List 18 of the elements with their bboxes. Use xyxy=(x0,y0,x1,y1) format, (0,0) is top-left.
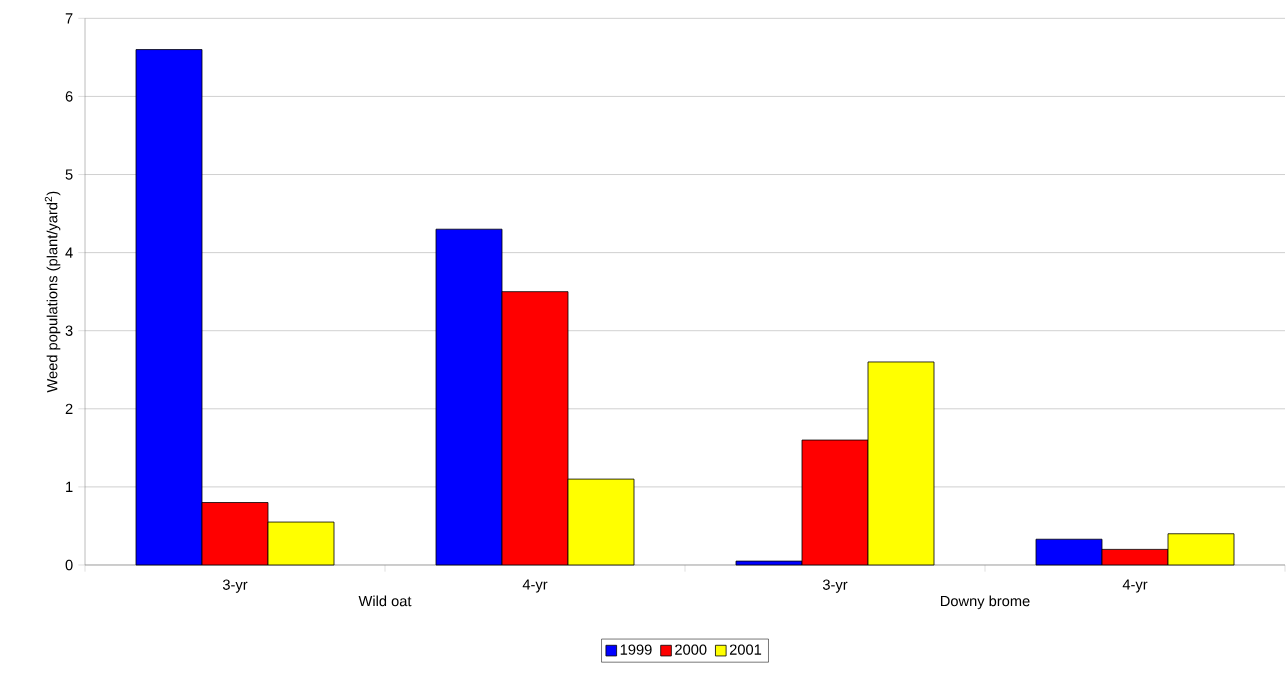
y-tick-label: 3 xyxy=(65,325,73,336)
x-tick-label: 3-yr xyxy=(822,579,848,593)
y-tick-label: 2 xyxy=(65,403,73,414)
text: Wild oat xyxy=(358,595,412,607)
legend-label: 1999 xyxy=(620,644,652,655)
y-tick-label: 1 xyxy=(66,481,73,492)
y-tick-label: 0 xyxy=(65,559,73,571)
legend-label: 2000 xyxy=(675,644,707,655)
text: Downy brome xyxy=(940,595,1030,610)
x-tick-label: 3-yr xyxy=(222,579,248,593)
x-tick-label: 4-yr xyxy=(1122,579,1148,593)
x-tick-label: 4-yr xyxy=(522,579,548,593)
legend-label: 2001 xyxy=(729,644,762,655)
y-tick-label: 5 xyxy=(65,169,73,180)
y-axis-title: Weed populations (plant/yard$^{2}$) xyxy=(44,191,61,393)
y-tick-label: 6 xyxy=(65,91,73,102)
y-tick-label: 7 xyxy=(65,13,73,24)
y-tick-label: 4 xyxy=(65,247,73,258)
